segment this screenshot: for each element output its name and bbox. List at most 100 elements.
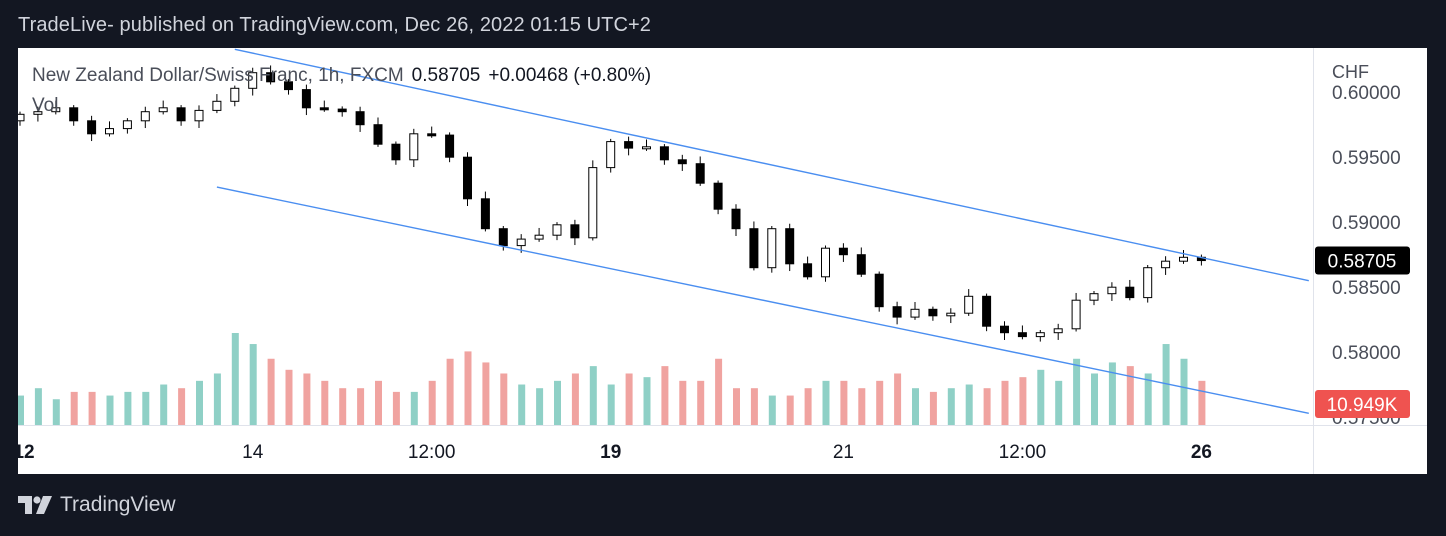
volume-bar (34, 388, 42, 425)
time-axis-ticks[interactable]: 12 14 12:00 19 21 12:00 26 (18, 442, 1212, 463)
price-axis-mask (1314, 48, 1427, 425)
volume-bar (106, 395, 114, 425)
candle-down (713, 182, 723, 210)
candle-down (695, 163, 705, 184)
candle-up (516, 238, 526, 247)
price-chart[interactable]: CHF 0.600000.595000.590000.585000.580000… (18, 48, 1427, 474)
candle-down (856, 254, 866, 275)
candle-up (1143, 267, 1153, 299)
volume-bar (178, 388, 186, 425)
regression-channel[interactable] (216, 48, 1309, 414)
candle-up (1071, 299, 1081, 330)
footer-brand[interactable]: TradingView (18, 493, 176, 517)
candle-up (1179, 256, 1188, 262)
volume-bar (231, 333, 239, 425)
time-tick-label: 19 (600, 442, 621, 463)
candle-down (928, 308, 938, 317)
candle-down (69, 107, 79, 122)
candle-down (624, 141, 634, 149)
volume-bar (929, 391, 937, 425)
time-tick-label: 12:00 (408, 442, 456, 463)
volume-bar (1037, 369, 1045, 425)
volume-bar (303, 373, 311, 425)
candle-down (391, 143, 401, 161)
candle-down (982, 295, 992, 327)
candle-up (248, 72, 258, 89)
candle-down (892, 306, 902, 318)
volume-bar (750, 388, 758, 425)
candle-down (427, 133, 437, 137)
volume-bar (52, 399, 60, 425)
candle-up (140, 111, 150, 122)
candle-up (1161, 260, 1171, 269)
volume-bar (786, 395, 794, 425)
volume-bar (518, 384, 526, 425)
volume-bar (822, 380, 830, 425)
price-axis-ticks[interactable]: 0.600000.595000.590000.585000.580000.575… (1332, 83, 1401, 429)
chart-panel[interactable]: CHF 0.60000 0.59500 0.59000 0.58500 0.58000 0… (18, 48, 1427, 474)
volume-bar (858, 388, 866, 425)
channel-upper-line[interactable] (234, 48, 1309, 282)
symbol-title: New Zealand Dollar/Swiss Franc, 1h, FXCM (32, 65, 404, 86)
candle-down (463, 156, 472, 200)
channel-lower-line[interactable] (216, 186, 1309, 414)
candle-down (319, 107, 329, 111)
tradingview-logo-icon (18, 496, 52, 514)
volume-bar (18, 395, 24, 425)
price-tick-label: 0.58000 (1332, 343, 1401, 364)
volume-bar (912, 388, 919, 425)
volume-bar (894, 373, 902, 425)
candle-up (158, 107, 168, 113)
candle-up (606, 141, 616, 169)
candle-down (284, 81, 293, 91)
volume-bar (1162, 344, 1170, 425)
candle-up (230, 87, 240, 102)
candle-up (642, 146, 651, 150)
volume-tag-label: 10.949K (1327, 395, 1398, 416)
volume-bar (571, 373, 579, 425)
volume-bar (1091, 373, 1098, 425)
last-price-tag (1315, 246, 1410, 275)
volume-bar (70, 391, 78, 425)
volume-bar (1180, 358, 1188, 425)
volume-bar (196, 380, 203, 425)
volume-bar (965, 384, 973, 425)
volume-bar (715, 358, 723, 425)
volume-bar (160, 384, 168, 425)
time-tick-label: 21 (833, 442, 854, 463)
volume-bar (1073, 358, 1081, 425)
volume-bar (446, 358, 454, 425)
candle-up (534, 234, 544, 240)
candlesticks (18, 65, 1206, 342)
volume-tag (1315, 390, 1410, 418)
price-axis-tags: 0.58705 10.949K (1315, 246, 1410, 418)
volume-bar (840, 380, 848, 425)
candle-down (498, 228, 508, 247)
volume-bar (1198, 380, 1206, 425)
candle-down (1125, 286, 1135, 299)
candle-up (1035, 332, 1045, 338)
volume-bar (339, 388, 347, 425)
volume-bar (1019, 377, 1027, 425)
volume-bar (607, 384, 615, 425)
volume-bar (1126, 366, 1134, 425)
volume-bar (357, 388, 365, 425)
price-tick-label: 0.60000 (1332, 83, 1401, 104)
time-tick-label: 26 (1191, 442, 1212, 463)
candle-down (337, 108, 347, 113)
candle-down (677, 159, 687, 165)
price-change: +0.00468 (+0.80%) (488, 65, 652, 86)
candle-down (176, 107, 186, 122)
candle-down (731, 208, 741, 230)
volume-bar (500, 373, 508, 425)
candle-up (409, 133, 419, 161)
candle-down (874, 273, 884, 308)
volume-bar (321, 380, 329, 425)
candle-down (1017, 332, 1027, 338)
candle-down (266, 72, 276, 83)
candle-up (552, 224, 562, 236)
volume-bar (947, 388, 955, 425)
candle-up (588, 167, 598, 239)
candle-up (33, 111, 43, 115)
candle-down (749, 228, 759, 269)
